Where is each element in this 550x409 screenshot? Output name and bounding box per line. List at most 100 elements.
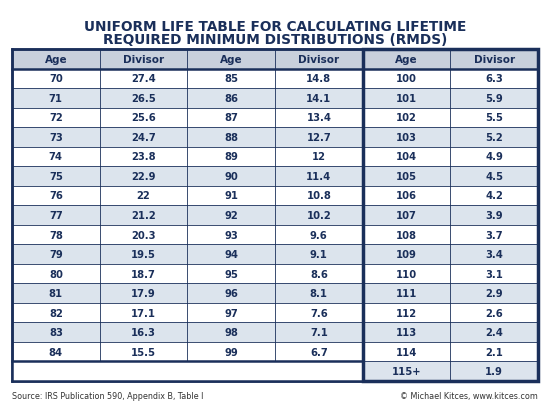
Text: 5.5: 5.5 [485, 113, 503, 123]
Bar [12, 362, 538, 381]
Bar [12, 50, 538, 70]
Text: 5.9: 5.9 [485, 94, 503, 103]
Text: 19.5: 19.5 [131, 249, 156, 259]
Text: 87: 87 [224, 113, 238, 123]
Text: 16.3: 16.3 [131, 327, 156, 337]
Bar [12, 50, 538, 381]
Text: 2.4: 2.4 [485, 327, 503, 337]
Text: 76: 76 [49, 191, 63, 201]
Text: 108: 108 [396, 230, 417, 240]
Text: 90: 90 [224, 171, 238, 182]
Bar [12, 70, 538, 89]
Text: 114: 114 [396, 347, 417, 357]
Text: 26.5: 26.5 [131, 94, 156, 103]
Text: 18.7: 18.7 [131, 269, 156, 279]
Text: 86: 86 [224, 94, 238, 103]
Text: 17.1: 17.1 [131, 308, 156, 318]
Text: 10.2: 10.2 [306, 211, 331, 220]
Text: 71: 71 [49, 94, 63, 103]
Text: 93: 93 [224, 230, 238, 240]
Text: Divisor: Divisor [298, 55, 339, 65]
Text: 14.1: 14.1 [306, 94, 332, 103]
Text: 3.9: 3.9 [485, 211, 503, 220]
Text: 4.5: 4.5 [485, 171, 503, 182]
Text: 104: 104 [396, 152, 417, 162]
Text: 77: 77 [49, 211, 63, 220]
Text: 97: 97 [224, 308, 238, 318]
Text: 2.1: 2.1 [485, 347, 503, 357]
Text: 94: 94 [224, 249, 238, 259]
Bar [12, 342, 538, 362]
Text: 12.7: 12.7 [306, 133, 331, 142]
Text: 113: 113 [396, 327, 417, 337]
Bar [12, 225, 538, 245]
Text: 115+: 115+ [392, 366, 421, 376]
Text: 27.4: 27.4 [131, 74, 156, 84]
Text: 81: 81 [49, 288, 63, 299]
Text: 9.1: 9.1 [310, 249, 328, 259]
Text: 111: 111 [396, 288, 417, 299]
Bar [12, 323, 538, 342]
Bar [362, 50, 538, 381]
Text: Divisor: Divisor [123, 55, 164, 65]
Text: UNIFORM LIFE TABLE FOR CALCULATING LIFETIME: UNIFORM LIFE TABLE FOR CALCULATING LIFET… [84, 20, 466, 34]
Text: 105: 105 [396, 171, 417, 182]
Text: 3.1: 3.1 [485, 269, 503, 279]
Text: 109: 109 [396, 249, 417, 259]
Bar [12, 264, 538, 284]
Text: 83: 83 [49, 327, 63, 337]
Text: 25.6: 25.6 [131, 113, 156, 123]
Text: REQUIRED MINIMUM DISTRIBUTIONS (RMDS): REQUIRED MINIMUM DISTRIBUTIONS (RMDS) [103, 33, 447, 47]
Bar [12, 89, 538, 108]
Text: 7.6: 7.6 [310, 308, 328, 318]
Text: 107: 107 [396, 211, 417, 220]
Text: 75: 75 [49, 171, 63, 182]
Text: 91: 91 [224, 191, 238, 201]
Text: 88: 88 [224, 133, 238, 142]
Text: 4.9: 4.9 [485, 152, 503, 162]
Text: 11.4: 11.4 [306, 171, 332, 182]
Text: © Michael Kitces, www.kitces.com: © Michael Kitces, www.kitces.com [400, 391, 538, 400]
Text: 96: 96 [224, 288, 238, 299]
Text: 85: 85 [224, 74, 238, 84]
Bar [12, 147, 538, 167]
Bar [12, 108, 538, 128]
Text: 23.8: 23.8 [131, 152, 156, 162]
Text: 17.9: 17.9 [131, 288, 156, 299]
Text: 73: 73 [49, 133, 63, 142]
Text: 78: 78 [49, 230, 63, 240]
Text: 4.2: 4.2 [485, 191, 503, 201]
Text: 12: 12 [312, 152, 326, 162]
Text: 7.1: 7.1 [310, 327, 328, 337]
Bar [12, 186, 538, 206]
Text: 22.9: 22.9 [131, 171, 156, 182]
Text: 99: 99 [224, 347, 238, 357]
Bar [12, 128, 538, 147]
Text: Age: Age [220, 55, 243, 65]
Text: 106: 106 [396, 191, 417, 201]
Text: 10.8: 10.8 [306, 191, 331, 201]
Text: 72: 72 [49, 113, 63, 123]
Bar [12, 284, 538, 303]
Text: 103: 103 [396, 133, 417, 142]
Bar [12, 167, 538, 186]
Text: 2.9: 2.9 [485, 288, 503, 299]
Text: 100: 100 [396, 74, 417, 84]
Text: 6.3: 6.3 [485, 74, 503, 84]
Text: 70: 70 [49, 74, 63, 84]
Text: 79: 79 [49, 249, 63, 259]
Text: 9.6: 9.6 [310, 230, 328, 240]
Bar [12, 245, 538, 264]
Text: 1.9: 1.9 [485, 366, 503, 376]
Text: 24.7: 24.7 [131, 133, 156, 142]
Text: Divisor: Divisor [474, 55, 515, 65]
Text: 22: 22 [136, 191, 150, 201]
Text: 80: 80 [49, 269, 63, 279]
Text: 74: 74 [49, 152, 63, 162]
Text: 82: 82 [49, 308, 63, 318]
Text: 6.7: 6.7 [310, 347, 328, 357]
Text: 98: 98 [224, 327, 238, 337]
Text: 101: 101 [396, 94, 417, 103]
Text: 13.4: 13.4 [306, 113, 331, 123]
Text: 3.7: 3.7 [485, 230, 503, 240]
